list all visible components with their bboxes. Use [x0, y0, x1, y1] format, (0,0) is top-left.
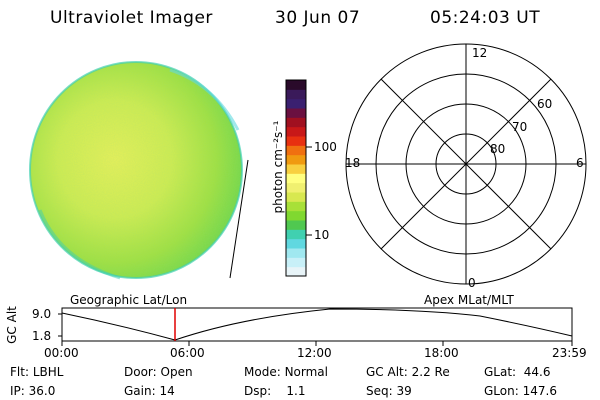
seq-value: 39 — [396, 384, 412, 398]
apex-label: Apex MLat/MLT — [424, 293, 514, 307]
time-tick-1800: 18:00 — [424, 346, 459, 360]
polar-label-12: 12 — [472, 46, 488, 60]
gain-info: Gain: 14 — [124, 384, 175, 398]
colorbar-swatch — [286, 89, 306, 100]
polar-lat-80: 80 — [490, 142, 506, 156]
gc-alt-value: 2.2 Re — [411, 365, 450, 379]
instrument-title: Ultraviolet Imager — [50, 8, 213, 28]
gc-alt-axis-label: GC Alt — [5, 306, 19, 344]
door-value: Open — [160, 365, 193, 379]
colorbar-unit-label: photon cm⁻²s⁻¹ — [271, 120, 285, 214]
colorbar-swatch — [286, 266, 306, 277]
ip-value: 36.0 — [28, 384, 56, 398]
colorbar-label-10: 10 — [314, 228, 330, 242]
ip-info: IP: 36.0 — [10, 384, 56, 398]
mode-info: Mode: Normal — [244, 365, 328, 379]
colorbar — [285, 79, 307, 277]
y-tick-top: 9.0 — [32, 307, 52, 321]
colorbar-swatch — [286, 154, 306, 165]
time-tick-1200: 12:00 — [297, 346, 332, 360]
colorbar-swatch — [286, 182, 306, 193]
image-date: 30 Jun 07 — [275, 8, 361, 28]
filter-info: Flt: LBHL — [10, 365, 64, 379]
polar-label-6: 6 — [576, 156, 584, 170]
polar-lat-60: 60 — [537, 97, 553, 111]
time-tick-2359: 23:59 — [552, 346, 587, 360]
time-tick-0000: 00:00 — [44, 346, 79, 360]
colorbar-swatch — [286, 117, 306, 128]
polar-grid — [345, 43, 587, 285]
timeline-plot — [58, 307, 573, 346]
glon-info: GLon: 147.6 — [484, 384, 557, 398]
uv-earth-image — [29, 61, 243, 280]
colorbar-swatch — [286, 136, 306, 146]
mode-value: Normal — [284, 365, 328, 379]
colorbar-swatch — [286, 145, 306, 156]
y-tick-bottom: 1.8 — [32, 329, 52, 343]
door-info: Door: Open — [124, 365, 193, 379]
gc-alt-info: GC Alt: 2.2 Re — [366, 365, 450, 379]
glon-value: 147.6 — [522, 384, 557, 398]
colorbar-swatch — [286, 192, 306, 202]
colorbar-swatch — [286, 229, 306, 240]
glat-info: GLat: 44.6 — [484, 365, 551, 379]
dsp-value: 1.1 — [286, 384, 306, 398]
colorbar-swatch — [286, 126, 306, 137]
pointer-line — [229, 159, 249, 279]
colorbar-swatch — [286, 98, 306, 109]
dsp-info: Dsp: 1.1 — [244, 384, 306, 398]
geographic-label: Geographic Lat/Lon — [70, 293, 188, 307]
colorbar-swatch — [286, 173, 306, 184]
polar-label-18: 18 — [345, 156, 361, 170]
gain-value: 14 — [159, 384, 175, 398]
colorbar-swatch — [286, 257, 306, 268]
colorbar-swatch — [286, 201, 306, 212]
polar-label-0: 0 — [468, 276, 476, 290]
colorbar-swatch — [286, 164, 306, 174]
image-time: 05:24:03 UT — [430, 8, 541, 28]
seq-info: Seq: 39 — [366, 384, 412, 398]
filter-value: LBHL — [32, 365, 64, 379]
colorbar-swatch — [286, 108, 306, 118]
colorbar-swatch — [286, 220, 306, 230]
colorbar-label-100: 100 — [314, 140, 337, 154]
time-tick-0600: 06:00 — [170, 346, 205, 360]
colorbar-swatch — [286, 238, 306, 249]
colorbar-swatch — [286, 80, 306, 90]
colorbar-swatch — [286, 210, 306, 221]
glat-value: 44.6 — [523, 365, 551, 379]
colorbar-swatch — [286, 248, 306, 258]
polar-lat-70: 70 — [512, 120, 528, 134]
